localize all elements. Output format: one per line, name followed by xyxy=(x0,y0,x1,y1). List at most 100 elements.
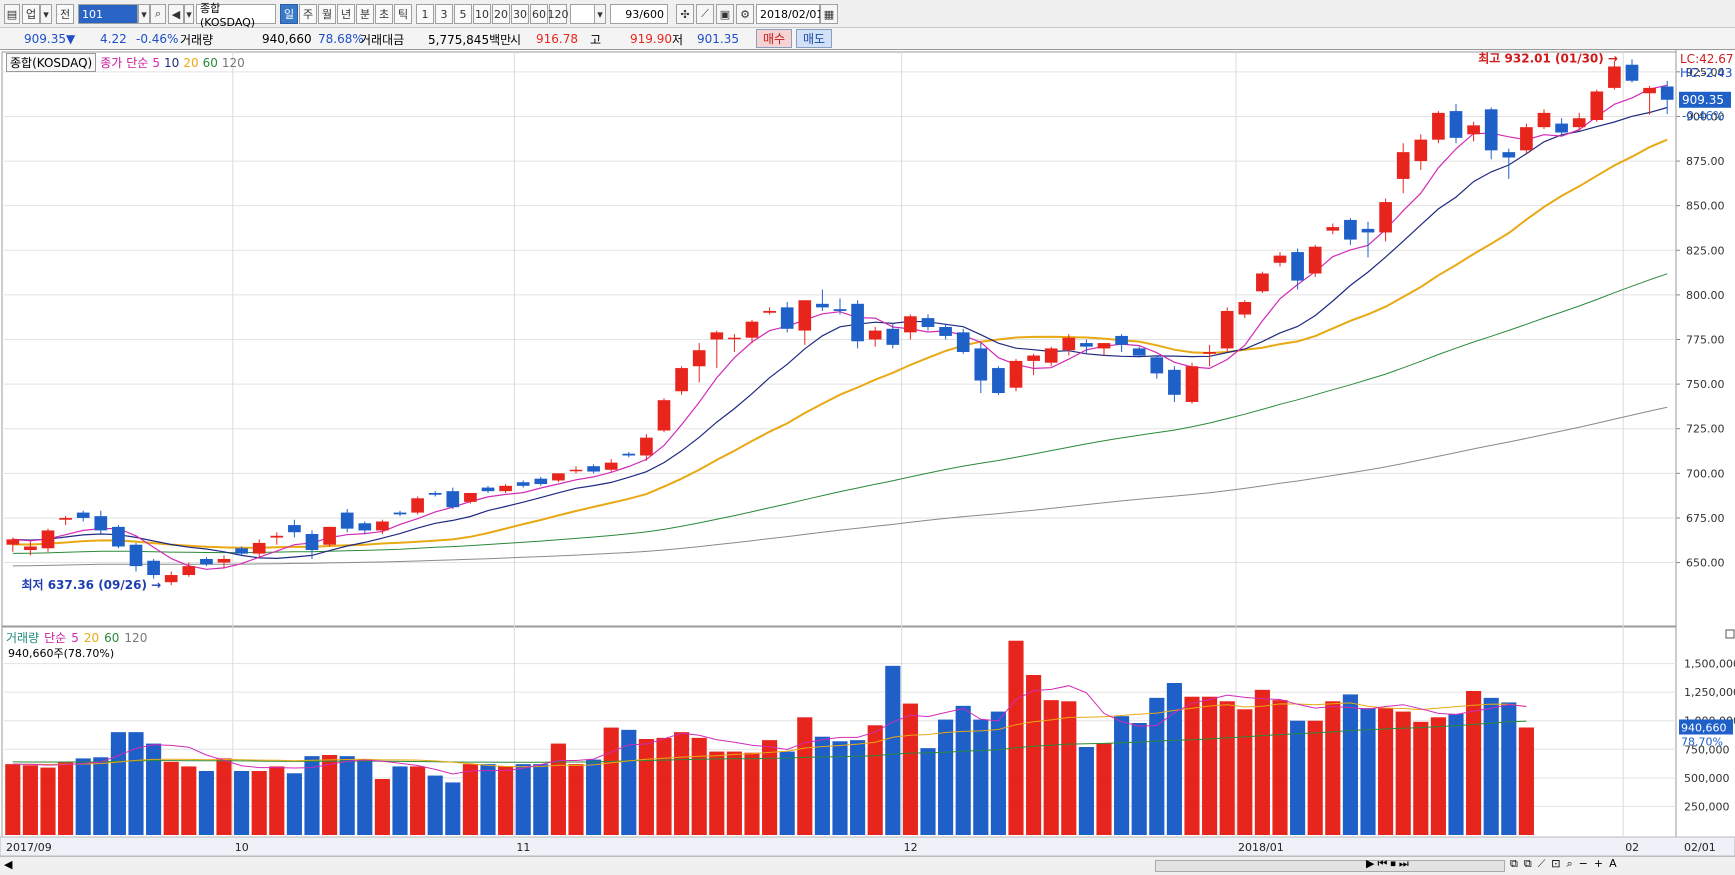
volume-bar-52 xyxy=(920,748,936,835)
volume-bar-68 xyxy=(1202,696,1218,835)
price-tick-label-0: 650.00 xyxy=(1686,557,1725,570)
crosshair-icon[interactable]: ✣ xyxy=(676,4,694,24)
volume-bar-51 xyxy=(902,703,918,835)
volume-bar-23 xyxy=(410,766,426,835)
high-label: 고 xyxy=(590,32,602,47)
volume-bar-40 xyxy=(709,751,725,835)
calendar-icon[interactable]: ▦ xyxy=(820,4,838,24)
candle-45 xyxy=(798,300,812,345)
volume-bar-50 xyxy=(885,665,901,835)
x-label-1: 10 xyxy=(235,841,249,854)
interval-button-4[interactable]: 20 xyxy=(492,4,510,24)
save-icon[interactable]: ▣ xyxy=(716,4,734,24)
candle-body-65 xyxy=(1150,357,1164,374)
period-button-5[interactable]: 초 xyxy=(375,4,393,24)
interval-button-1[interactable]: 3 xyxy=(435,4,453,24)
search-icon[interactable]: ⌕ xyxy=(150,4,166,24)
chevron-down-icon[interactable]: ▾ xyxy=(594,4,606,24)
speaker-icon[interactable]: ◀ xyxy=(168,4,184,24)
ma120-line xyxy=(12,406,1668,567)
candle-body-92 xyxy=(1625,64,1639,81)
layout-icon[interactable]: ▤ xyxy=(4,4,20,24)
period-button-0[interactable]: 일 xyxy=(280,4,298,24)
price-tick-label-10: 900.00 xyxy=(1686,110,1725,123)
lc-label: LC:42.67 xyxy=(1680,52,1733,66)
interval-button-7[interactable]: 120 xyxy=(548,4,569,24)
volume-bar-2 xyxy=(40,767,56,835)
draw-line-icon[interactable]: ⟋ xyxy=(696,4,714,24)
x-label-4: 2018/01 xyxy=(1238,841,1284,854)
candle-body-52 xyxy=(921,318,935,328)
candle-50 xyxy=(886,323,900,349)
code-input[interactable]: 101 xyxy=(78,4,138,24)
buy-button[interactable]: 매수 xyxy=(756,29,792,48)
chevron-down-icon[interactable]: ▾ xyxy=(184,4,194,24)
interval-button-3[interactable]: 10 xyxy=(473,4,491,24)
period-button-6[interactable]: 틱 xyxy=(394,4,412,24)
candle-body-69 xyxy=(1220,310,1234,349)
candle-body-91 xyxy=(1608,66,1621,88)
candle-92 xyxy=(1625,59,1639,83)
candle-body-34 xyxy=(604,462,618,470)
candle-34 xyxy=(604,459,618,472)
scroll-thumb[interactable] xyxy=(1155,860,1505,872)
candle-body-73 xyxy=(1291,252,1304,281)
volume-tick-label-2: 750,000 xyxy=(1684,743,1730,756)
candle-21 xyxy=(376,519,389,534)
interval-button-5[interactable]: 30 xyxy=(511,4,529,24)
volume-bar-73 xyxy=(1290,720,1306,835)
count-field[interactable]: 93/600 xyxy=(610,4,668,24)
candle-body-78 xyxy=(1379,202,1392,233)
period-button-4[interactable]: 분 xyxy=(356,4,374,24)
volume-bar-31 xyxy=(550,743,566,835)
volume-bar-3 xyxy=(58,761,74,835)
candle-79 xyxy=(1396,143,1410,194)
price-tick-label-6: 800.00 xyxy=(1686,289,1725,302)
gear-icon[interactable]: ⚙ xyxy=(736,4,754,24)
volume-bar-32 xyxy=(568,764,584,835)
volume-bar-18 xyxy=(322,755,338,835)
legend-title[interactable]: 종합(KOSDAQ) xyxy=(6,53,97,72)
period-button-2[interactable]: 월 xyxy=(318,4,336,24)
candle-body-82 xyxy=(1449,111,1463,138)
volume-legend-title[interactable]: 거래량 xyxy=(6,631,40,645)
open-value: 916.78 xyxy=(536,32,578,46)
period-button-1[interactable]: 주 xyxy=(299,4,317,24)
volume-bar-5 xyxy=(93,757,109,835)
candle-41 xyxy=(728,334,741,352)
price-tick-label-9: 875.00 xyxy=(1686,155,1725,168)
volume-bar-41 xyxy=(726,751,742,835)
interval-button-6[interactable]: 60 xyxy=(530,4,548,24)
volume-bar-4 xyxy=(75,758,91,835)
sell-button[interactable]: 매도 xyxy=(796,29,832,48)
interval-button-0[interactable]: 1 xyxy=(416,4,434,24)
prev-button[interactable]: 전 xyxy=(56,4,74,24)
legend-ma60: 60 xyxy=(202,55,218,70)
interval-button-2[interactable]: 5 xyxy=(454,4,472,24)
volume-bar-22 xyxy=(392,766,408,835)
volume-current: 940,660주(78.70%) xyxy=(8,647,115,660)
bottom-scrollbar[interactable]: ◀ ▶⏮⏹⏭ ⧉⧉⟋⊡⌕−+A xyxy=(0,856,1735,875)
period-button-3[interactable]: 년 xyxy=(337,4,355,24)
candle-84 xyxy=(1484,107,1498,160)
candle-64 xyxy=(1132,346,1146,358)
chevron-down-icon[interactable]: ▾ xyxy=(40,4,52,24)
last-volume-label: 940,660 xyxy=(1681,721,1727,734)
playback-controls[interactable]: ▶⏮⏹⏭ xyxy=(1366,857,1412,870)
scroll-left-icon[interactable]: ◀ xyxy=(4,858,13,871)
volume-bar-69 xyxy=(1219,701,1235,835)
zoom-controls[interactable]: ⧉⧉⟋⊡⌕−+A xyxy=(1510,857,1623,870)
volume-bar-46 xyxy=(814,736,830,835)
candle-body-67 xyxy=(1185,366,1199,402)
chevron-down-icon[interactable]: ▾ xyxy=(138,4,150,24)
volume-ma5-line xyxy=(12,685,1527,775)
candle-19 xyxy=(340,509,354,533)
volume-bar-54 xyxy=(955,705,971,835)
volume-bar-55 xyxy=(973,719,989,835)
market-select[interactable]: 업 xyxy=(22,4,40,24)
legend-simple: 단순 xyxy=(126,56,149,70)
date-field[interactable]: 2018/02/01 xyxy=(756,4,823,24)
volume-bar-20 xyxy=(357,759,373,835)
price-volume-chart[interactable]: 650.00 675.00 700.00 725.00 750.00 775.00 800.… xyxy=(0,50,1735,856)
